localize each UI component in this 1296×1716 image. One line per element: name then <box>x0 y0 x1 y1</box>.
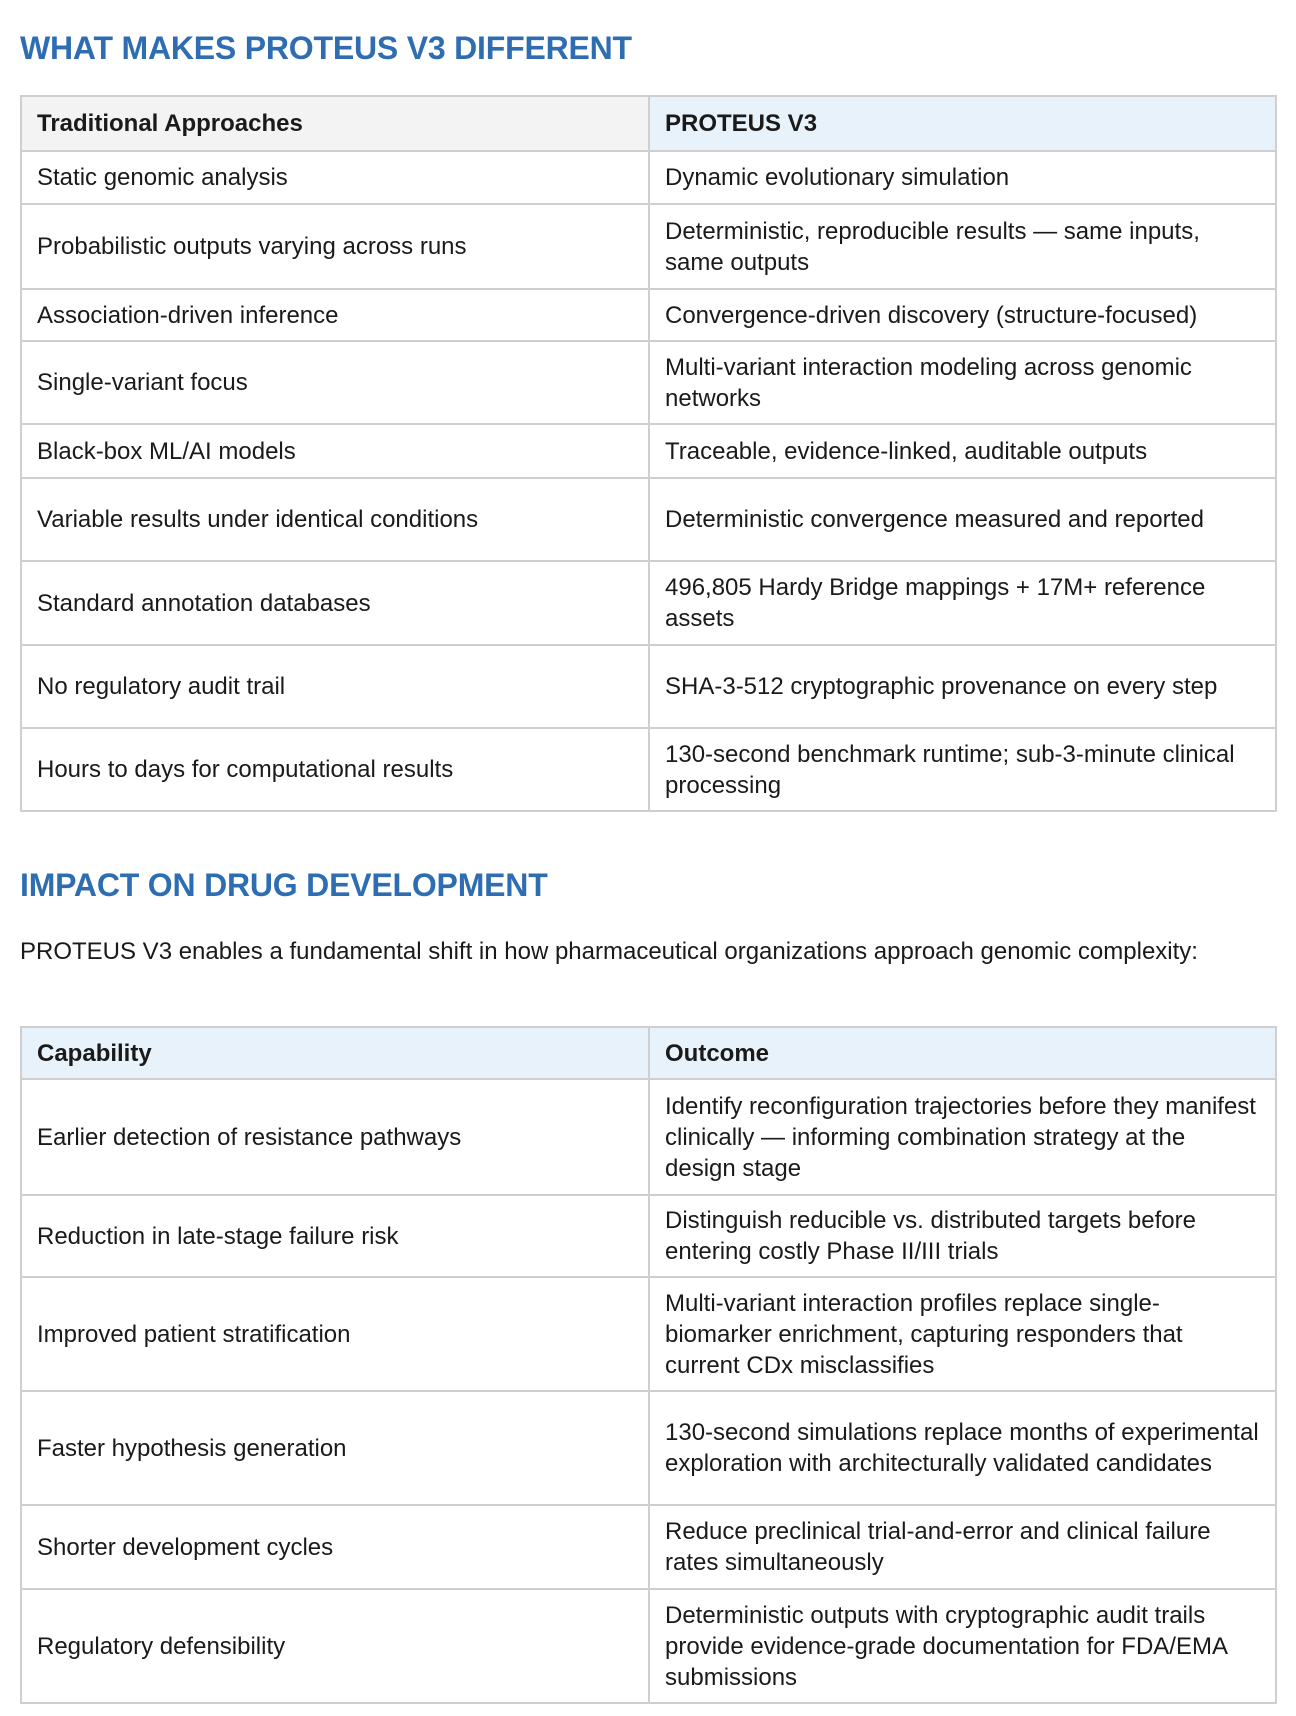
table-row: Probabilistic outputs varying across run… <box>20 203 1277 290</box>
row-label-cell: Standard annotation databases <box>20 560 650 646</box>
row-value-cell: Deterministic, reproducible results — sa… <box>648 203 1277 290</box>
comparison-table: Traditional Approaches PROTEUS V3 Static… <box>20 95 1277 812</box>
section-heading-impact: IMPACT ON DRUG DEVELOPMENT <box>20 867 548 903</box>
table-row: Black-box ML/AI models Traceable, evidenc… <box>20 423 1277 479</box>
table-row: Faster hypothesis generation 130-second s… <box>20 1390 1277 1506</box>
row-value-cell: Multi-variant interaction modeling acros… <box>648 340 1277 425</box>
row-value-cell: Multi-variant interaction profiles repla… <box>648 1276 1277 1392</box>
row-value-cell: 130-second simulations replace months of… <box>648 1390 1277 1506</box>
table-row: Hours to days for computational results 1… <box>20 727 1277 812</box>
row-label-cell: Improved patient stratification <box>20 1276 650 1392</box>
row-label-cell: Regulatory defensibility <box>20 1588 650 1704</box>
intro-paragraph: PROTEUS V3 enables a fundamental shift i… <box>20 938 1198 965</box>
table-row: No regulatory audit trail SHA-3-512 crypt… <box>20 644 1277 729</box>
row-label-cell: Static genomic analysis <box>20 150 650 205</box>
table-row: Standard annotation databases 496,805 Har… <box>20 560 1277 646</box>
table-row: Static genomic analysis Dynamic evolution… <box>20 150 1277 205</box>
row-value-cell: Reduce preclinical trial-and-error and c… <box>648 1504 1277 1590</box>
column-header-traditional: Traditional Approaches <box>20 95 650 152</box>
row-value-cell: SHA-3-512 cryptographic provenance on ev… <box>648 644 1277 729</box>
row-label-cell: Earlier detection of resistance pathways <box>20 1078 650 1196</box>
impact-table: Capability Outcome Earlier detection of … <box>20 1026 1277 1704</box>
row-label-cell: Shorter development cycles <box>20 1504 650 1590</box>
table-row: Regulatory defensibility Deterministic ou… <box>20 1588 1277 1704</box>
row-label-cell: Probabilistic outputs varying across run… <box>20 203 650 290</box>
table-row: Single-variant focus Multi-variant intera… <box>20 340 1277 425</box>
table-row: Association-driven inference Convergence-… <box>20 288 1277 342</box>
column-header-capability: Capability <box>20 1026 650 1080</box>
table-row: Shorter development cycles Reduce preclin… <box>20 1504 1277 1590</box>
table-header-row: Traditional Approaches PROTEUS V3 <box>20 95 1277 152</box>
section-heading-differences: WHAT MAKES PROTEUS V3 DIFFERENT <box>20 30 632 66</box>
table-row: Earlier detection of resistance pathways… <box>20 1078 1277 1196</box>
row-label-cell: Reduction in late-stage failure risk <box>20 1194 650 1278</box>
row-label-cell: Single-variant focus <box>20 340 650 425</box>
row-label-cell: Faster hypothesis generation <box>20 1390 650 1506</box>
row-label-cell: No regulatory audit trail <box>20 644 650 729</box>
table-header-row: Capability Outcome <box>20 1026 1277 1080</box>
row-value-cell: Deterministic convergence measured and r… <box>648 477 1277 562</box>
row-value-cell: Traceable, evidence-linked, auditable ou… <box>648 423 1277 479</box>
row-value-cell: Convergence-driven discovery (structure-… <box>648 288 1277 342</box>
table-row: Variable results under identical conditi… <box>20 477 1277 562</box>
row-value-cell: Identify reconfiguration trajectories be… <box>648 1078 1277 1196</box>
row-label-cell: Hours to days for computational results <box>20 727 650 812</box>
row-value-cell: Dynamic evolutionary simulation <box>648 150 1277 205</box>
column-header-proteus: PROTEUS V3 <box>648 95 1277 152</box>
table-row: Improved patient stratification Multi-var… <box>20 1276 1277 1392</box>
row-label-cell: Association-driven inference <box>20 288 650 342</box>
row-value-cell: 130-second benchmark runtime; sub-3-minu… <box>648 727 1277 812</box>
row-label-cell: Variable results under identical conditi… <box>20 477 650 562</box>
row-value-cell: Distinguish reducible vs. distributed ta… <box>648 1194 1277 1278</box>
table-row: Reduction in late-stage failure risk Dist… <box>20 1194 1277 1278</box>
row-value-cell: 496,805 Hardy Bridge mappings + 17M+ ref… <box>648 560 1277 646</box>
row-label-cell: Black-box ML/AI models <box>20 423 650 479</box>
column-header-outcome: Outcome <box>648 1026 1277 1080</box>
row-value-cell: Deterministic outputs with cryptographic… <box>648 1588 1277 1704</box>
